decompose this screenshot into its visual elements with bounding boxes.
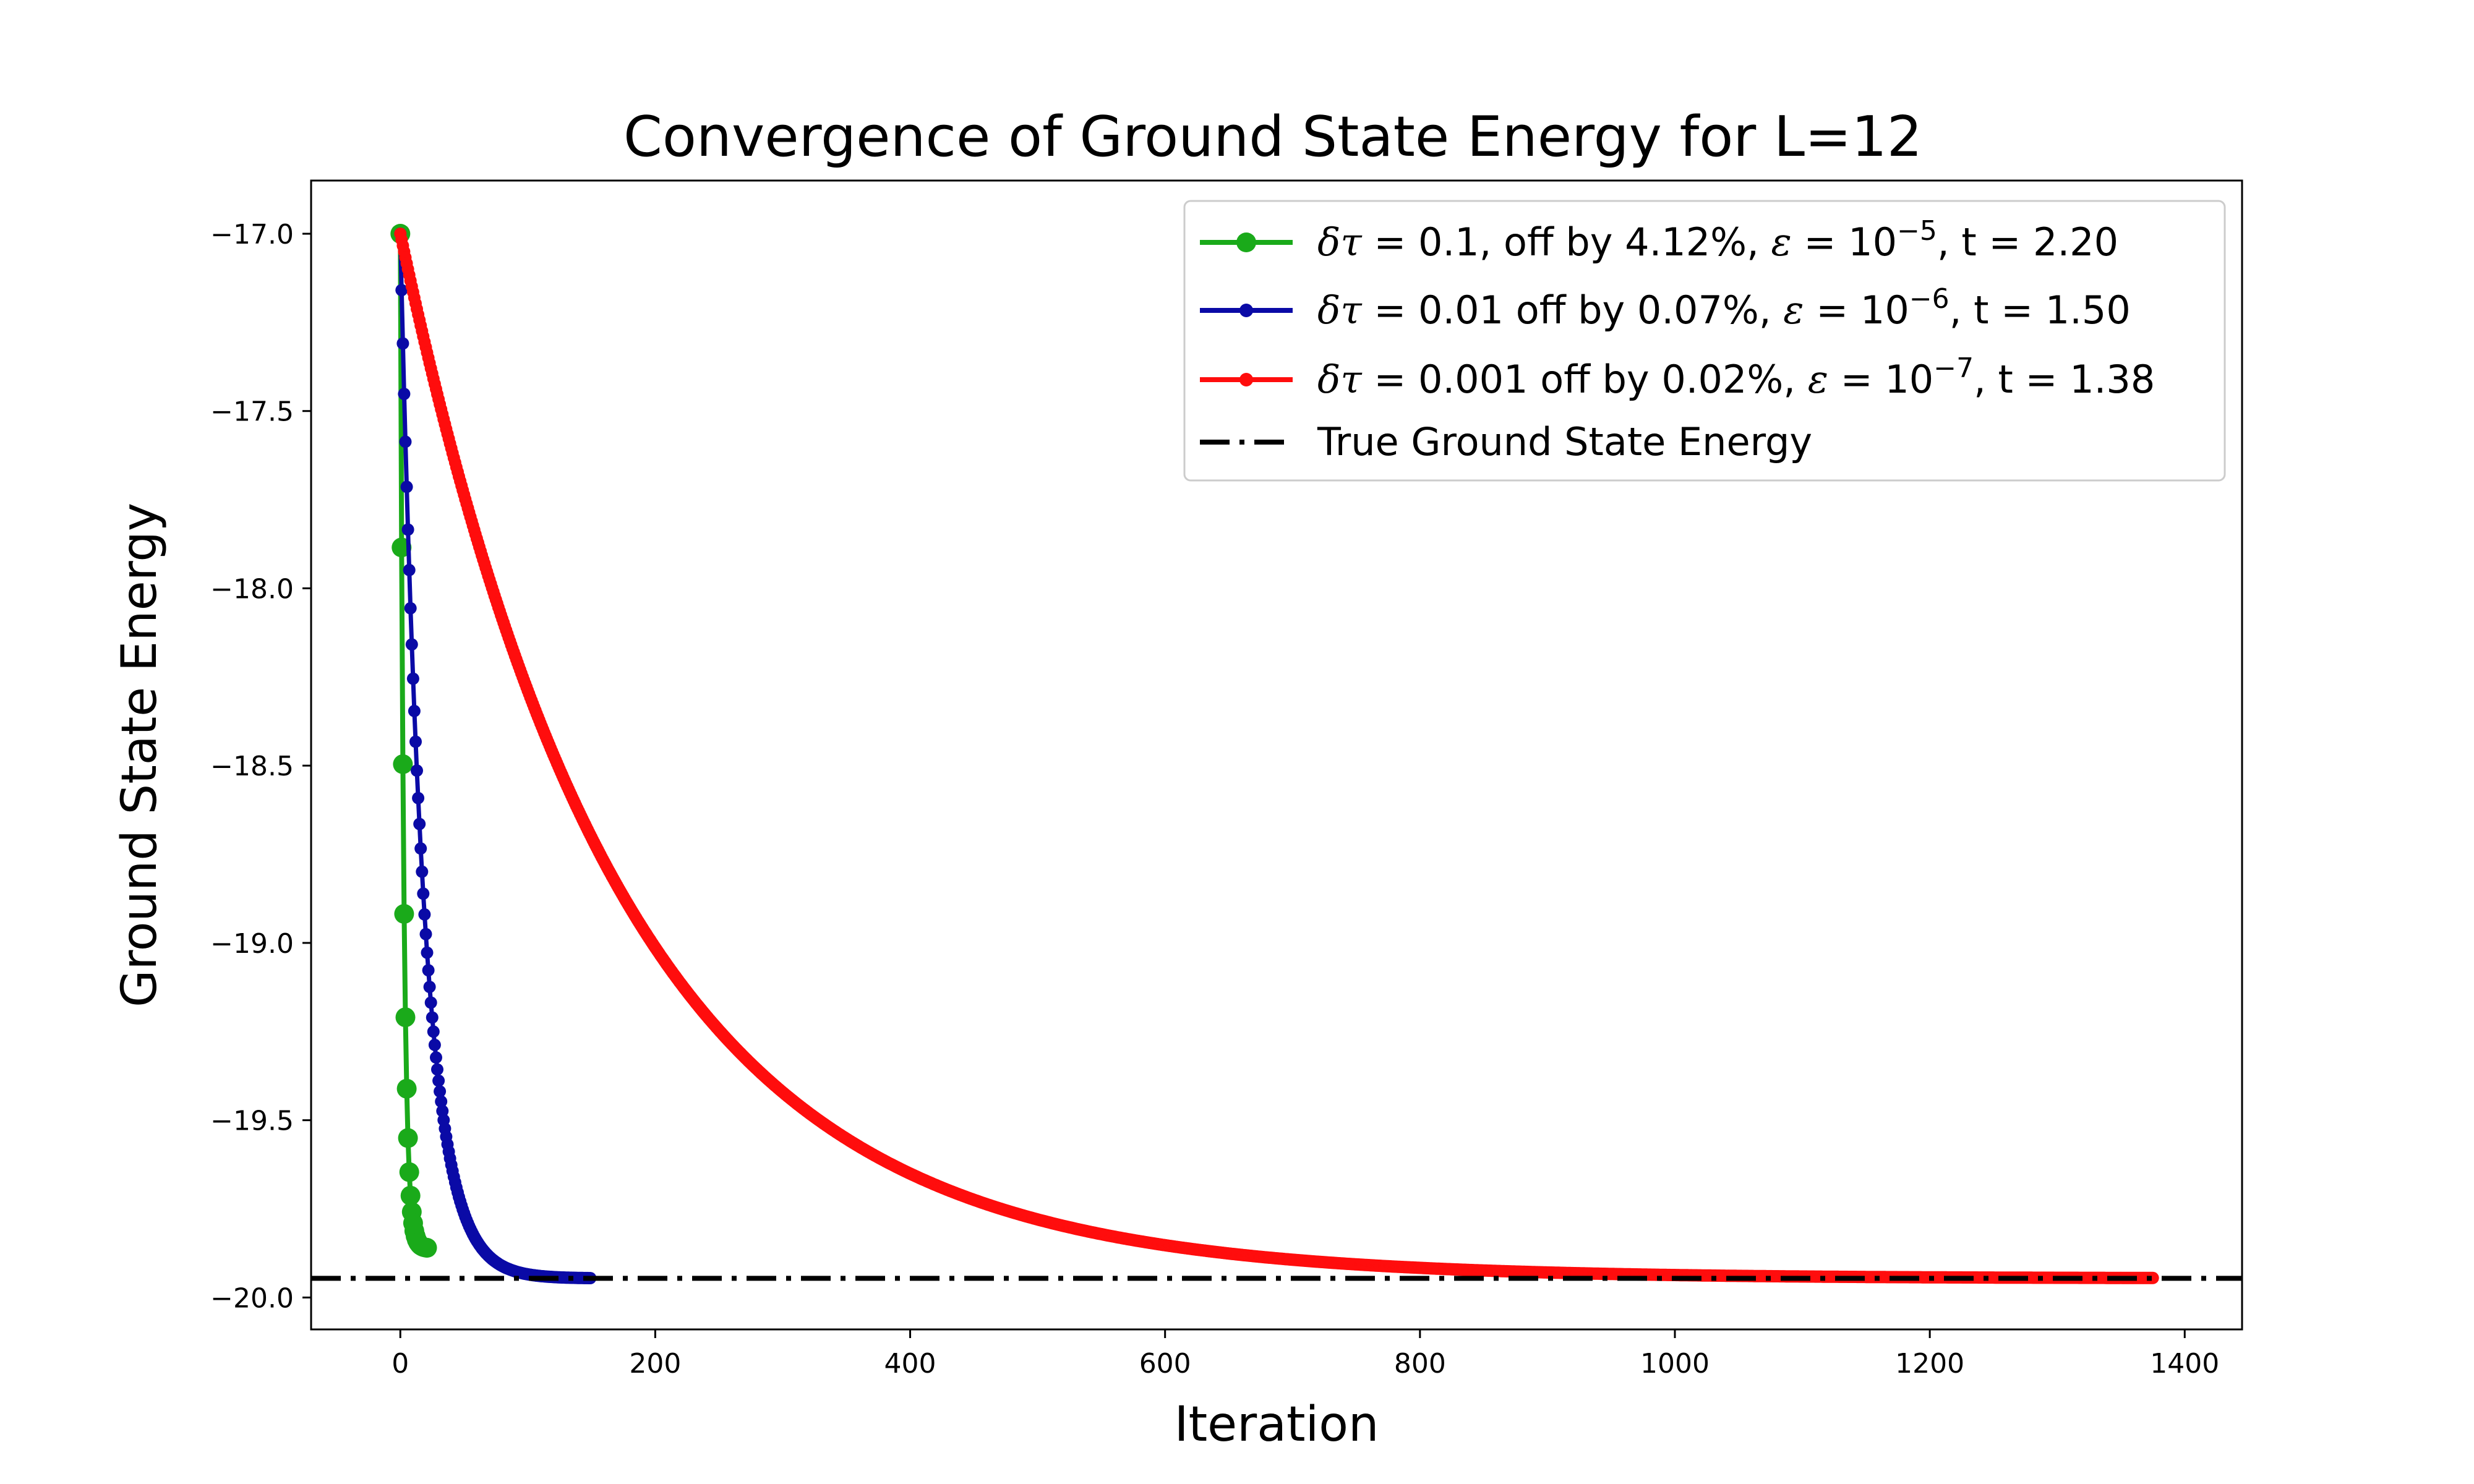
data-point [427,1025,440,1038]
data-point [399,435,412,448]
y-tick-label: −18.5 [210,751,294,782]
data-point [396,1078,417,1099]
legend-label: δτ = 0.01 off by 0.07%, ε = 10−6, t = 1.… [1317,283,2131,333]
chart-title: Convergence of Ground State Energy for L… [623,104,1922,169]
data-point [417,887,430,900]
y-tick-label: −18.0 [210,573,294,605]
legend-swatch-marker [1239,373,1253,386]
data-point [412,791,425,804]
data-point [413,817,426,830]
data-point [417,1238,437,1258]
data-point [408,704,421,717]
series-markers-3 [394,228,2159,1284]
y-tick-label: −17.5 [210,396,294,428]
data-point [424,996,437,1009]
legend-swatch-marker [1236,232,1256,252]
data-point [416,865,429,878]
y-tick-label: −17.0 [210,219,294,250]
x-tick-label: 1400 [2150,1348,2219,1380]
legend-box [1183,200,2226,482]
data-point [430,1051,442,1064]
x-tick-label: 600 [1139,1348,1191,1380]
series-markers-2 [394,228,597,1284]
plot-frame [310,179,2243,1331]
y-tick-label: −19.5 [210,1106,294,1137]
data-point [409,735,422,748]
legend-label: δτ = 0.001 off by 0.02%, ε = 10−7, t = 1… [1317,352,2155,403]
data-point [395,284,408,297]
data-point [411,764,423,777]
legend-label: True Ground State Energy [1317,419,1812,464]
data-point [400,1185,421,1206]
data-point [419,927,432,940]
data-point [435,1095,448,1108]
y-axis: −17.0 −17.5 −18.0 −18.5 −19.0 −19.5 −20.0 [210,219,311,1314]
data-point [399,1162,419,1182]
data-point [432,1074,445,1087]
data-point [398,1128,418,1148]
plot-area [310,179,2243,1331]
data-point [421,946,434,959]
x-tick-label: 0 [392,1348,409,1380]
legend-label: δτ = 0.1, off by 4.12%, ε = 10−5, t = 2.… [1317,215,2118,265]
series-markers-1 [390,224,437,1258]
x-tick-label: 400 [884,1348,936,1380]
x-tick-label: 800 [1394,1348,1446,1380]
data-point [431,1063,443,1076]
data-point [428,1038,441,1051]
y-axis-title: Ground State Energy [112,503,168,1007]
data-point [422,964,435,977]
data-point [404,602,417,615]
legend-entry-2: δτ = 0.01 off by 0.07%, ε = 10−6, t = 1.… [1200,283,2131,333]
data-point [393,754,413,774]
data-point [406,672,419,685]
y-tick-label: −20.0 [210,1282,294,1314]
series-layer [390,224,2159,1284]
legend-entry-3: δτ = 0.001 off by 0.02%, ε = 10−7, t = 1… [1200,352,2155,403]
data-point [426,1011,439,1024]
legend-entry-1: δτ = 0.1, off by 4.12%, ε = 10−5, t = 2.… [1200,215,2118,265]
data-point [2146,1271,2159,1284]
data-point [398,388,411,401]
data-point [414,842,427,855]
x-axis: 0 200 400 600 800 1000 1200 1400 [392,1329,2219,1380]
legend: δτ = 0.1, off by 4.12%, ε = 10−5, t = 2.… [1183,200,2226,482]
data-point [403,563,416,576]
x-axis-title: Iteration [1175,1397,1379,1452]
data-point [395,1007,416,1028]
x-tick-label: 1000 [1640,1348,1710,1380]
y-tick-label: −19.0 [210,928,294,960]
x-tick-label: 200 [629,1348,681,1380]
data-point [418,908,431,921]
data-point [396,337,409,350]
legend-entry-reference: True Ground State Energy [1200,419,1812,464]
x-tick-label: 1200 [1895,1348,1964,1380]
data-point [405,638,418,651]
legend-swatch-marker [1239,304,1253,317]
data-point [423,981,436,994]
data-point [436,1104,449,1117]
data-point [394,904,414,924]
data-point [434,1085,447,1098]
data-point [400,480,413,493]
data-point [401,523,414,536]
